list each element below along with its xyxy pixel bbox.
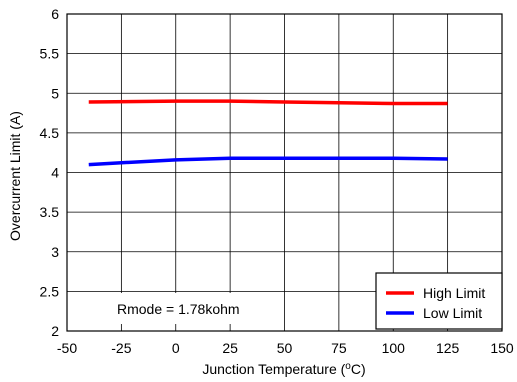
x-axis-label-suffix: C) [351, 361, 366, 377]
x-axis-label: Junction Temperature (oC) [202, 361, 365, 377]
x-tick-label: -50 [57, 340, 77, 356]
legend-label-high-limit: High Limit [423, 285, 485, 301]
x-tick-label: 25 [222, 340, 238, 356]
y-tick-label: 2.5 [40, 283, 60, 299]
y-tick-label: 5.5 [40, 46, 60, 62]
annotation-text: Rmode = 1.78kohm [117, 301, 240, 317]
x-tick-label: 150 [490, 340, 514, 356]
x-axis-label-main: Junction Temperature ( [202, 361, 345, 377]
y-tick-label: 6 [51, 6, 59, 22]
plot-area-frame [66, 13, 503, 332]
y-tick-label: 3.5 [40, 204, 60, 220]
series-line-high-limit [88, 99, 448, 106]
y-tick-label: 5 [51, 85, 59, 101]
legend-label-low-limit: Low Limit [423, 305, 482, 321]
legend-box [375, 272, 503, 330]
annotation-box [103, 293, 270, 324]
series-lines [88, 99, 448, 167]
y-tick-label: 2 [51, 323, 59, 339]
series-line-low-limit [88, 156, 448, 167]
y-tick-label: 4 [51, 165, 59, 181]
legend: High Limit Low Limit [375, 272, 503, 330]
x-axis-label-superscript: o [345, 361, 351, 372]
x-tick-label: 125 [436, 340, 460, 356]
x-tick-label: 50 [277, 340, 293, 356]
x-tick-label: 75 [331, 340, 347, 356]
y-tick-label: 3 [51, 244, 59, 260]
y-tick-label: 4.5 [40, 125, 60, 141]
y-axis-label: Overcurrent Limit (A) [7, 111, 23, 241]
x-tick-label: 0 [172, 340, 180, 356]
x-tick-label: -25 [111, 340, 131, 356]
x-tick-label: 100 [382, 340, 406, 356]
x-tick-labels: -50 -25 0 25 50 75 100 125 150 [57, 340, 514, 356]
y-tick-labels: 2 2.5 3 3.5 4 4.5 5 5.5 6 [40, 6, 60, 339]
grid-lines [67, 14, 502, 331]
